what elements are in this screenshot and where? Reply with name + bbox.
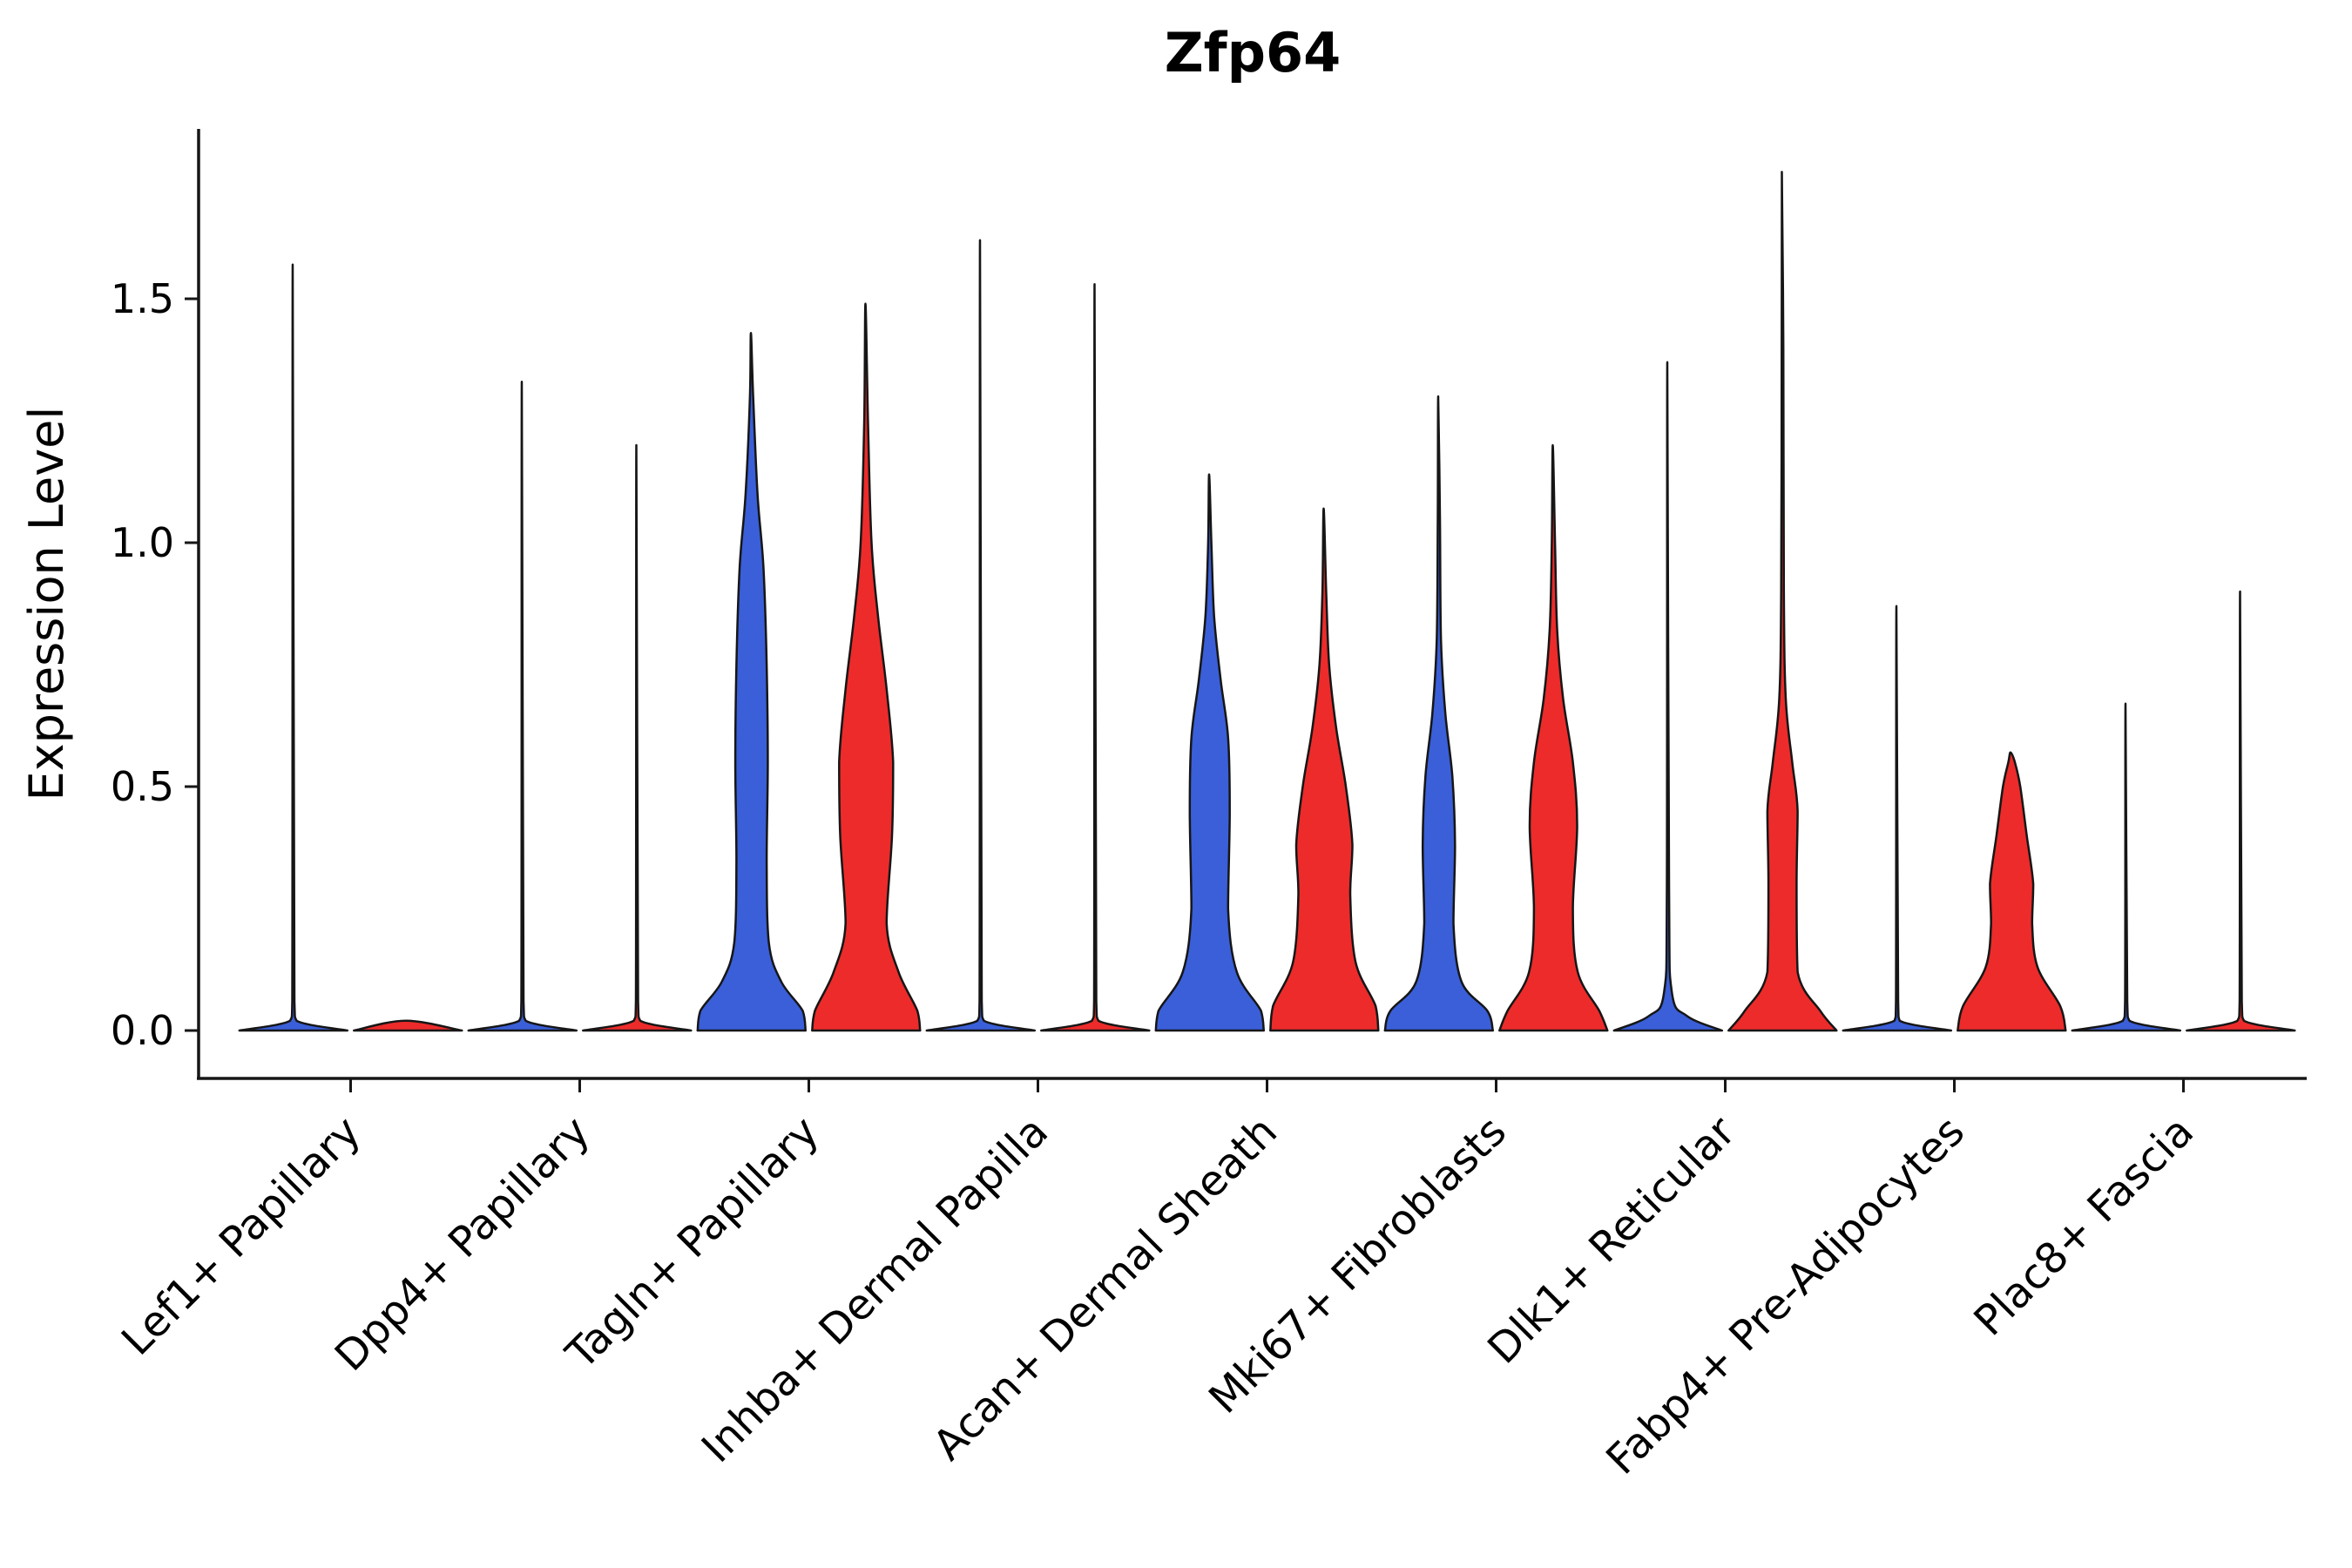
violin-red xyxy=(1498,443,1609,1032)
y-axis-label: Expression Level xyxy=(19,407,74,801)
violin-blue xyxy=(238,263,349,1032)
violin-blue xyxy=(1842,605,1953,1032)
y-tick-label: 1.5 xyxy=(111,275,174,322)
x-category-label: Dlk1+ Reticular xyxy=(1478,1107,1745,1374)
x-category-label: Plac8+ Fascia xyxy=(1964,1107,2203,1346)
violin-blue xyxy=(1612,361,1724,1032)
y-tick-label: 1.0 xyxy=(111,519,174,566)
violin-red xyxy=(1957,751,2067,1032)
violin-red xyxy=(1040,282,1151,1032)
violin-blue xyxy=(2071,702,2182,1032)
violin-blue xyxy=(696,331,808,1032)
violin-red xyxy=(353,1019,463,1032)
violin-red xyxy=(1269,507,1380,1032)
violin-blue xyxy=(467,380,578,1032)
violin-blue xyxy=(1154,473,1266,1032)
violin-red xyxy=(582,443,693,1032)
violin-red xyxy=(811,302,922,1032)
violin-red xyxy=(2186,590,2296,1032)
violin-red xyxy=(1727,171,1838,1032)
violin-blue xyxy=(925,239,1037,1032)
violin-blue xyxy=(1383,395,1495,1032)
x-category-label: Lef1+ Papillary xyxy=(112,1107,370,1365)
x-category-label: Dpp4+ Papillary xyxy=(326,1107,599,1381)
y-tick-label: 0.5 xyxy=(111,763,174,810)
chart-title: Zfp64 xyxy=(1165,21,1342,84)
x-category-label: Tagln+ Papillary xyxy=(557,1107,828,1379)
y-tick-label: 0.0 xyxy=(111,1007,174,1054)
